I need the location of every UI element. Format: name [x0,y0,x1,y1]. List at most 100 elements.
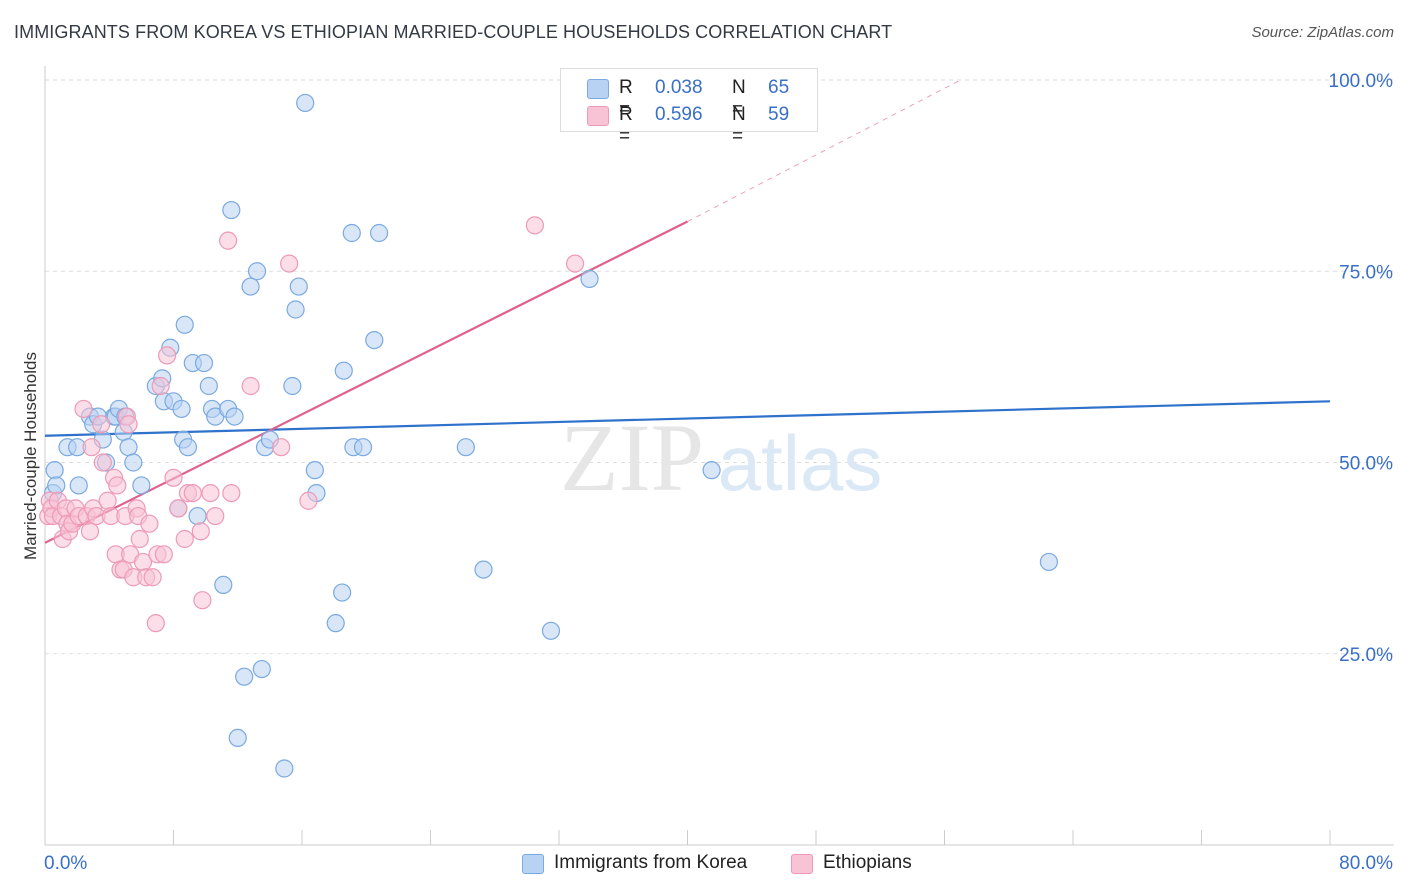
ethiopia-swatch [587,106,609,126]
korea-point [119,438,138,457]
ethiopia-r-value: 0.596 [655,104,703,125]
ethiopia-point [143,568,162,587]
axes [44,66,1394,846]
korea-trend-line [44,400,1331,437]
korea-point [275,759,294,778]
korea-point [342,223,361,243]
korea-point [178,438,198,457]
ethiopia-point [299,491,318,510]
ethiopia-point [108,476,127,495]
korea-point [247,262,267,281]
ethiopia-point [74,399,93,419]
ethiopia-point [201,484,220,503]
x-tick-label-min: 0.0% [44,853,87,874]
ethiopia-point [154,545,173,564]
korea-point [580,269,599,288]
ethiopia-point [222,484,241,503]
korea-point [296,93,315,113]
ethiopia-point [157,346,177,365]
ethiopia-point [565,254,585,273]
korea-point [702,461,721,480]
y-axis-label: Married-couple Households [21,352,40,560]
ethiopia-point [80,522,100,541]
y-tick-label: 25.0% [1339,645,1393,666]
korea-point [228,728,247,748]
ethiopia-point [175,529,194,549]
korea-point [124,453,143,472]
korea-point [199,376,218,396]
ethiopia-point [525,216,545,235]
ethiopia-trend-line [44,220,688,544]
watermark-atlas: atlas [718,419,883,507]
ethiopia-point [93,453,112,472]
ethiopia-point [82,438,101,457]
korea-n-value: 65 [768,77,790,98]
korea-point [69,476,88,495]
source-label: Source: ZipAtlas.com [1251,24,1394,41]
korea-legend-label: Immigrants from Korea [554,852,748,873]
korea-point [365,331,384,350]
korea-point [370,223,389,243]
ethiopia-point [280,254,299,273]
korea-point [326,614,345,633]
ethiopia-point [241,376,260,396]
korea-point [172,399,191,419]
korea-point [353,438,373,457]
stats-legend: R = 0.038 N = 65 R = 0.596 N = 59 [560,68,818,147]
korea-n-label: N = [732,77,746,120]
korea-point [214,575,233,595]
ethiopia-point [206,506,225,526]
ethiopia-legend-swatch [791,854,813,874]
y-tick-label: 75.0% [1339,262,1393,283]
korea-point [175,315,194,334]
ethiopia-point [169,499,188,518]
ethiopia-point [219,231,238,250]
ethiopia-trend-extension [687,79,961,222]
ethiopia-point [92,415,111,434]
y-tick-label: 50.0% [1339,454,1393,475]
ethiopia-point [151,376,170,396]
korea-point [45,461,64,480]
korea-point [334,361,353,380]
ethiopia-point [130,529,149,549]
korea-legend-swatch [522,854,544,874]
korea-point [47,476,66,495]
korea-point [286,300,305,319]
grid-lines [45,79,1394,655]
korea-point [283,376,302,396]
ethiopia-point [146,614,165,633]
korea-point [333,583,352,602]
ethiopia-r-label: R = [619,104,633,147]
korea-r-value: 0.038 [655,77,703,98]
ethiopia-legend-label: Ethiopians [823,852,912,873]
korea-point [241,277,260,296]
ethiopia-point [98,491,117,510]
korea-point [1039,552,1059,572]
trend-lines [44,79,1331,544]
ethiopia-point [140,514,159,533]
ethiopia-point [164,468,183,487]
korea-point [235,667,254,686]
korea-point [222,200,241,220]
korea-point [225,407,244,426]
chart-title: IMMIGRANTS FROM KOREA VS ETHIOPIAN MARRI… [14,22,893,42]
ethiopia-point [191,522,210,541]
y-tick-label: 100.0% [1329,71,1394,92]
ethiopia-point [193,591,212,610]
korea-swatch [587,79,609,99]
data-points [39,93,1059,778]
korea-point [132,476,151,495]
korea-point [194,353,214,373]
korea-point [188,506,207,526]
tick-labels: 100.0% 75.0% 50.0% 25.0% 0.0% 80.0% [44,71,1393,874]
ethiopia-point [119,415,138,434]
x-tick-label-max: 80.0% [1339,853,1393,874]
korea-point [456,438,475,457]
korea-point [305,461,324,480]
ethiopia-n-label: N = [732,104,746,147]
korea-r-label: R = [619,77,633,120]
ethiopia-n-value: 59 [768,104,790,125]
korea-point [474,560,493,579]
ethiopia-point [272,438,291,457]
